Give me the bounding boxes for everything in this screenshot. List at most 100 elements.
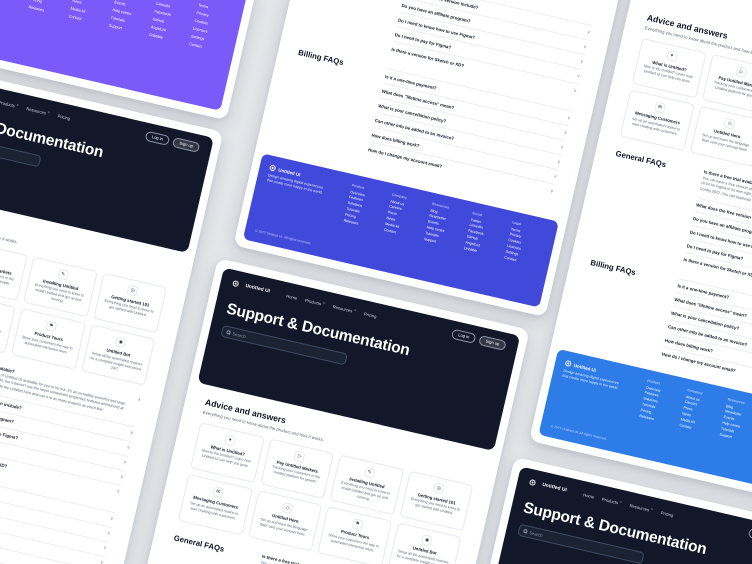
bot-icon: ◉: [421, 534, 434, 547]
mail-icon: ✉: [212, 486, 225, 499]
chevron-down-icon: ∨: [572, 87, 578, 94]
chevron-down-icon: ∨: [122, 459, 128, 466]
chevron-down-icon: ∨: [109, 515, 115, 522]
nav-item-pricing[interactable]: Pricing: [57, 113, 71, 121]
nav-item-label: Home: [285, 292, 298, 301]
card-getting-started-101[interactable]: ◎ Getting started 101 Everything you need …: [92, 272, 168, 334]
card-what-is-untitled[interactable]: ✦ What is Untitled? New to the Untitled? L…: [190, 421, 265, 483]
nav-item-resources[interactable]: Resources ∨: [332, 304, 357, 314]
card-getting-started-101[interactable]: ◎ Getting started 101 Everything you need …: [399, 470, 474, 532]
chevron-down-icon: ∨: [106, 530, 111, 537]
card-description: Set up and learn the language flash card…: [0, 318, 4, 340]
chevron-down-icon: ∨: [579, 58, 585, 64]
bot-icon: ◉: [114, 336, 127, 349]
brand-logo-icon: [232, 280, 240, 288]
chevron-down-icon: ∨: [553, 173, 558, 179]
nav-item-products[interactable]: Products ∨: [601, 496, 622, 505]
brand-logo-icon: [269, 164, 277, 172]
chevron-down-icon: ∨: [556, 158, 561, 165]
chevron-down-icon: ∨: [119, 474, 124, 480]
faq-section-title: Billing FAQs: [297, 47, 345, 68]
card-messaging-customers[interactable]: ✉ Messaging Customers Set up an automated …: [619, 89, 695, 151]
card-installing-untitled[interactable]: ✎ Installing Untitled Everything you need …: [23, 255, 98, 318]
chevron-down-icon: ∨: [549, 187, 555, 194]
pencil-icon: ✎: [57, 268, 70, 281]
brand-name: Untitled UI: [244, 283, 271, 294]
chevron-down-icon: ∨: [16, 103, 20, 108]
target-icon: ◎: [126, 284, 139, 297]
search-icon: [226, 330, 231, 335]
chevron-down-icon: ∨: [102, 545, 108, 551]
card-title: Untitled Hero: [0, 312, 6, 329]
nav-item-label: Products: [304, 297, 322, 306]
diamond-icon: ◇: [281, 502, 294, 515]
nav-item-label: Home: [582, 491, 595, 500]
card-what-is-untitled[interactable]: ✦ What is Untitled? New to the Untitled? L…: [631, 37, 707, 99]
nav-item-label: Products: [0, 99, 16, 108]
chevron-up-icon: ∧: [137, 396, 142, 402]
card-untitled-bot[interactable]: ◉ Untitled Bot Setup all the automated rou…: [80, 324, 156, 386]
nav-item-label: Resources: [629, 502, 650, 512]
nav-item-products[interactable]: Products ∨: [305, 297, 326, 306]
footer-columns: ProductOverviewFeaturesSolutionsTutorial…: [18, 0, 235, 100]
faq-section-title: General FAQs: [614, 148, 668, 169]
chevron-down-icon: ∨: [322, 301, 326, 306]
mail-icon: ✉: [653, 101, 666, 114]
login-button[interactable]: Log in: [747, 527, 752, 543]
chevron-down-icon: ∨: [583, 43, 588, 50]
nav-item-label: Products: [601, 496, 619, 505]
star-icon: ✦: [224, 433, 237, 446]
nav-item-label: Pricing: [363, 310, 378, 319]
nav-item-home[interactable]: Home: [286, 293, 298, 300]
chevron-down-icon: ∨: [99, 559, 105, 564]
login-button[interactable]: Log in: [144, 130, 171, 146]
star-icon: ✦: [665, 49, 678, 62]
faq-section-title: Billing FAQs: [589, 257, 637, 277]
faq-question: Is there a free trial available?: [0, 355, 16, 374]
card-untitled-bot[interactable]: ◉ Untitled Bot Setup all the automated rou…: [386, 522, 462, 564]
signup-button[interactable]: Sign up: [478, 334, 507, 351]
brand-logo-icon: [564, 359, 572, 368]
chevron-down-icon: ∨: [576, 72, 581, 79]
pencil-icon: ✎: [363, 466, 376, 479]
nav-item-label: Pricing: [660, 509, 675, 518]
nav-item-resources[interactable]: Resources ∨: [26, 106, 51, 116]
nav-item-resources[interactable]: Resources ∨: [629, 503, 654, 513]
nav-item-label: Resources: [332, 303, 353, 314]
card-product-tours[interactable]: ⚑ Product Tours Show your customers the wa…: [317, 506, 392, 564]
card-installing-untitled[interactable]: ✎ Installing Untitled Everything you need …: [329, 453, 404, 516]
flag-icon: ⚑: [45, 320, 58, 333]
card-product-tours[interactable]: ⚑ Product Tours Show your customers the wa…: [10, 308, 86, 370]
signup-button[interactable]: Sign up: [171, 137, 201, 153]
chevron-down-icon: ∨: [559, 143, 565, 150]
nav-item-products[interactable]: Products ∨: [0, 99, 19, 108]
nav-item-pricing[interactable]: Pricing: [660, 510, 674, 518]
chevron-down-icon: ∨: [619, 499, 623, 505]
login-button[interactable]: Log in: [450, 328, 477, 344]
nav-item-pricing[interactable]: Pricing: [364, 311, 378, 319]
nav-item-home[interactable]: Home: [583, 492, 595, 499]
chevron-down-icon: ∨: [566, 114, 572, 121]
chevron-down-icon: ∨: [563, 129, 568, 135]
play-icon: ▷: [293, 449, 306, 462]
search-icon: [523, 528, 528, 534]
nav-item-label: Pricing: [57, 112, 71, 121]
brand-logo-icon: [528, 478, 537, 487]
card-messaging-customers[interactable]: ✉ Messaging Customers Set up an automated …: [177, 474, 253, 536]
chevron-down-icon: ∨: [126, 444, 131, 451]
diamond-icon: ◇: [723, 117, 736, 130]
